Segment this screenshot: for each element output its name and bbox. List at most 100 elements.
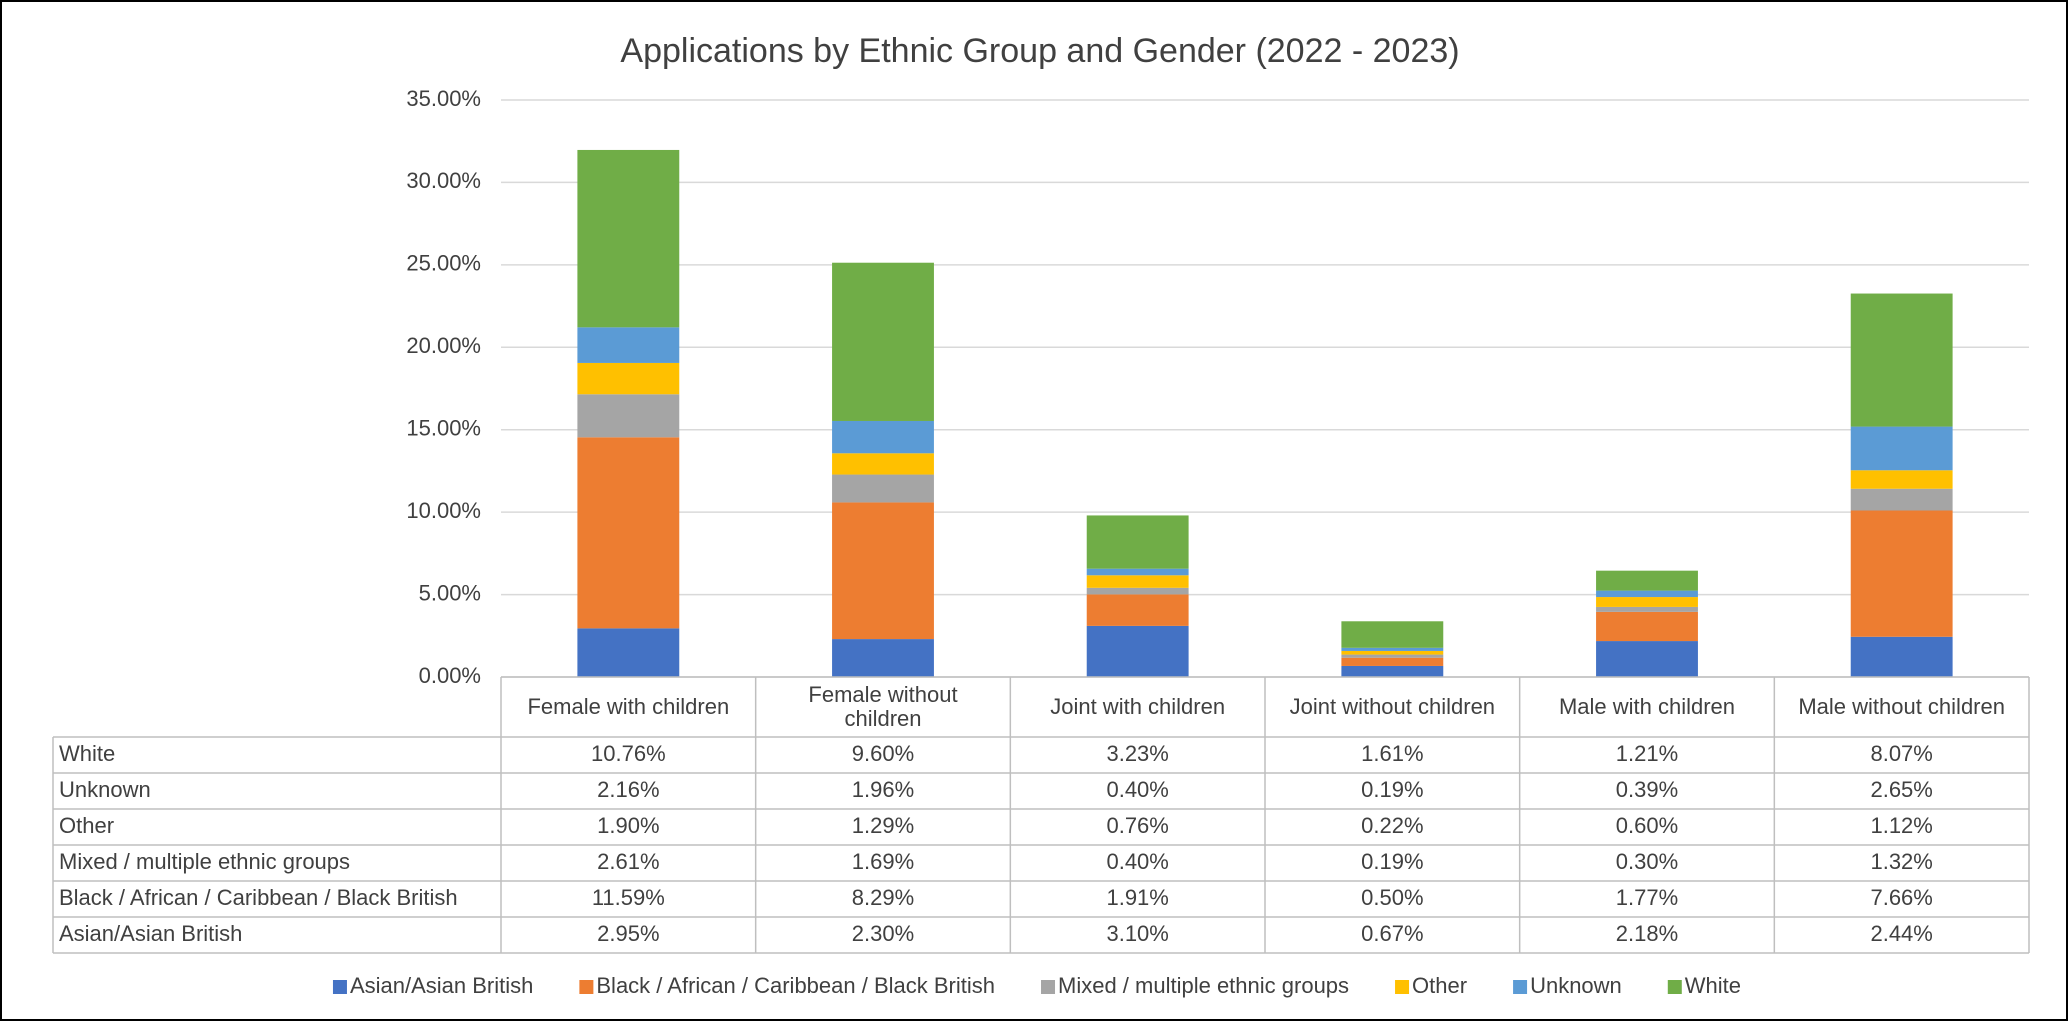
bar-segment xyxy=(1850,293,1953,427)
bar-segment xyxy=(1596,611,1698,642)
legend-label: Unknown xyxy=(1530,973,1622,998)
x-tick-label: Male without children xyxy=(1798,693,2005,719)
legend-swatch xyxy=(1041,980,1056,994)
table-cell: 0.76% xyxy=(1106,813,1168,838)
table-cell: 2.16% xyxy=(597,777,659,802)
table-cell: 0.19% xyxy=(1361,777,1423,802)
table-cell: 2.65% xyxy=(1870,777,1932,802)
bar-segment xyxy=(1850,636,1953,677)
table-cell: 2.95% xyxy=(597,921,659,946)
table-cell: 2.44% xyxy=(1870,921,1932,946)
table-cell: 1.69% xyxy=(852,849,914,874)
bar-segment xyxy=(832,502,934,640)
x-tick-label: Female without children xyxy=(808,681,958,731)
table-cell: 2.18% xyxy=(1616,921,1678,946)
bar-segment xyxy=(1850,426,1953,471)
y-tick-label: 25.00% xyxy=(406,251,481,276)
bar-segment xyxy=(832,474,934,503)
bar-segment xyxy=(1086,568,1189,576)
bar-segment xyxy=(1341,647,1444,651)
bar-segment xyxy=(577,437,680,629)
legend-label: Other xyxy=(1412,973,1467,998)
bar-segment xyxy=(577,628,680,677)
legend-label: Mixed / multiple ethnic groups xyxy=(1058,973,1349,998)
chart-title: Applications by Ethnic Group and Gender … xyxy=(620,32,1459,70)
legend-swatch xyxy=(1667,980,1682,994)
table-cell: 11.59% xyxy=(592,885,665,910)
bar-segment xyxy=(1850,510,1953,637)
bar-segment xyxy=(1596,570,1698,591)
x-tick-label: Male with children xyxy=(1558,693,1736,719)
bar-segment xyxy=(1341,621,1444,648)
bar-segment xyxy=(577,149,680,328)
table-row-label: White xyxy=(59,741,115,766)
legend-swatch xyxy=(332,980,347,994)
x-tick-label: Joint with children xyxy=(1050,693,1226,719)
legend-label: Black / African / Caribbean / Black Brit… xyxy=(596,973,995,998)
table-cell: 0.50% xyxy=(1361,885,1423,910)
table-row-label: Unknown xyxy=(59,777,151,802)
y-tick-label: 5.00% xyxy=(419,580,481,605)
bar-segment xyxy=(1086,587,1189,595)
table-cell: 0.40% xyxy=(1106,849,1168,874)
legend-swatch xyxy=(1513,980,1528,994)
y-tick-label: 0.00% xyxy=(419,663,481,688)
bar-segment xyxy=(832,420,934,454)
bar-segment xyxy=(1086,575,1189,588)
table-cell: 3.10% xyxy=(1106,921,1168,946)
table-cell: 8.07% xyxy=(1870,741,1932,766)
x-tick-label: Female with children xyxy=(527,693,730,719)
bar-segment xyxy=(1341,665,1444,677)
y-tick-label: 15.00% xyxy=(406,416,481,441)
bar-segment xyxy=(1850,488,1953,511)
table-row-label: Black / African / Caribbean / Black Brit… xyxy=(59,885,458,910)
x-category-cell: Male with children xyxy=(1558,693,1736,719)
x-category-cell: Joint with children xyxy=(1050,693,1226,719)
table-row-label: Other xyxy=(59,813,114,838)
table-cell: 8.29% xyxy=(852,885,914,910)
legend-swatch xyxy=(1395,980,1410,994)
x-category-cell: Female with children xyxy=(527,693,730,719)
table-cell: 3.23% xyxy=(1106,741,1168,766)
legend-swatch xyxy=(579,980,594,994)
table-cell: 10.76% xyxy=(591,741,666,766)
bar-segment xyxy=(1596,590,1698,598)
bar-segment xyxy=(1086,625,1189,677)
bar-segment xyxy=(1341,650,1444,655)
bar-segment xyxy=(1341,657,1444,666)
table-cell: 0.19% xyxy=(1361,849,1423,874)
table-cell: 1.61% xyxy=(1361,741,1423,766)
bar-segment xyxy=(832,639,934,677)
table-cell: 1.21% xyxy=(1616,741,1678,766)
table-cell: 1.77% xyxy=(1616,885,1678,910)
bar-segment xyxy=(1850,470,1953,489)
y-tick-label: 30.00% xyxy=(406,168,481,193)
x-tick-label: Joint without children xyxy=(1289,693,1496,719)
table-cell: 9.60% xyxy=(852,741,914,766)
bar-segment xyxy=(1086,515,1189,569)
table-cell: 1.29% xyxy=(852,813,914,838)
table-cell: 7.66% xyxy=(1870,885,1932,910)
table-row-label: Mixed / multiple ethnic groups xyxy=(59,849,350,874)
legend: Asian/Asian British Black / African / Car… xyxy=(332,973,1741,998)
table-cell: 0.30% xyxy=(1616,849,1678,874)
bar-segment xyxy=(577,362,680,395)
bar-segment xyxy=(832,262,934,421)
bar-segment xyxy=(577,327,680,363)
bar-segment xyxy=(1596,641,1698,677)
x-category-cell: Female without children xyxy=(808,681,958,731)
table-row-label: Asian/Asian British xyxy=(59,921,242,946)
table-cell: 2.30% xyxy=(852,921,914,946)
y-tick-label: 10.00% xyxy=(406,498,481,523)
bar-segment xyxy=(1596,606,1698,612)
legend-label: Asian/Asian British xyxy=(350,973,533,998)
table-cell: 0.67% xyxy=(1361,921,1423,946)
bar-segment xyxy=(832,453,934,475)
legend-label: White xyxy=(1685,973,1741,998)
bar-segment xyxy=(1341,654,1444,658)
y-tick-label: 20.00% xyxy=(406,333,481,358)
table-cell: 0.60% xyxy=(1616,813,1678,838)
table-cell: 1.91% xyxy=(1106,885,1168,910)
